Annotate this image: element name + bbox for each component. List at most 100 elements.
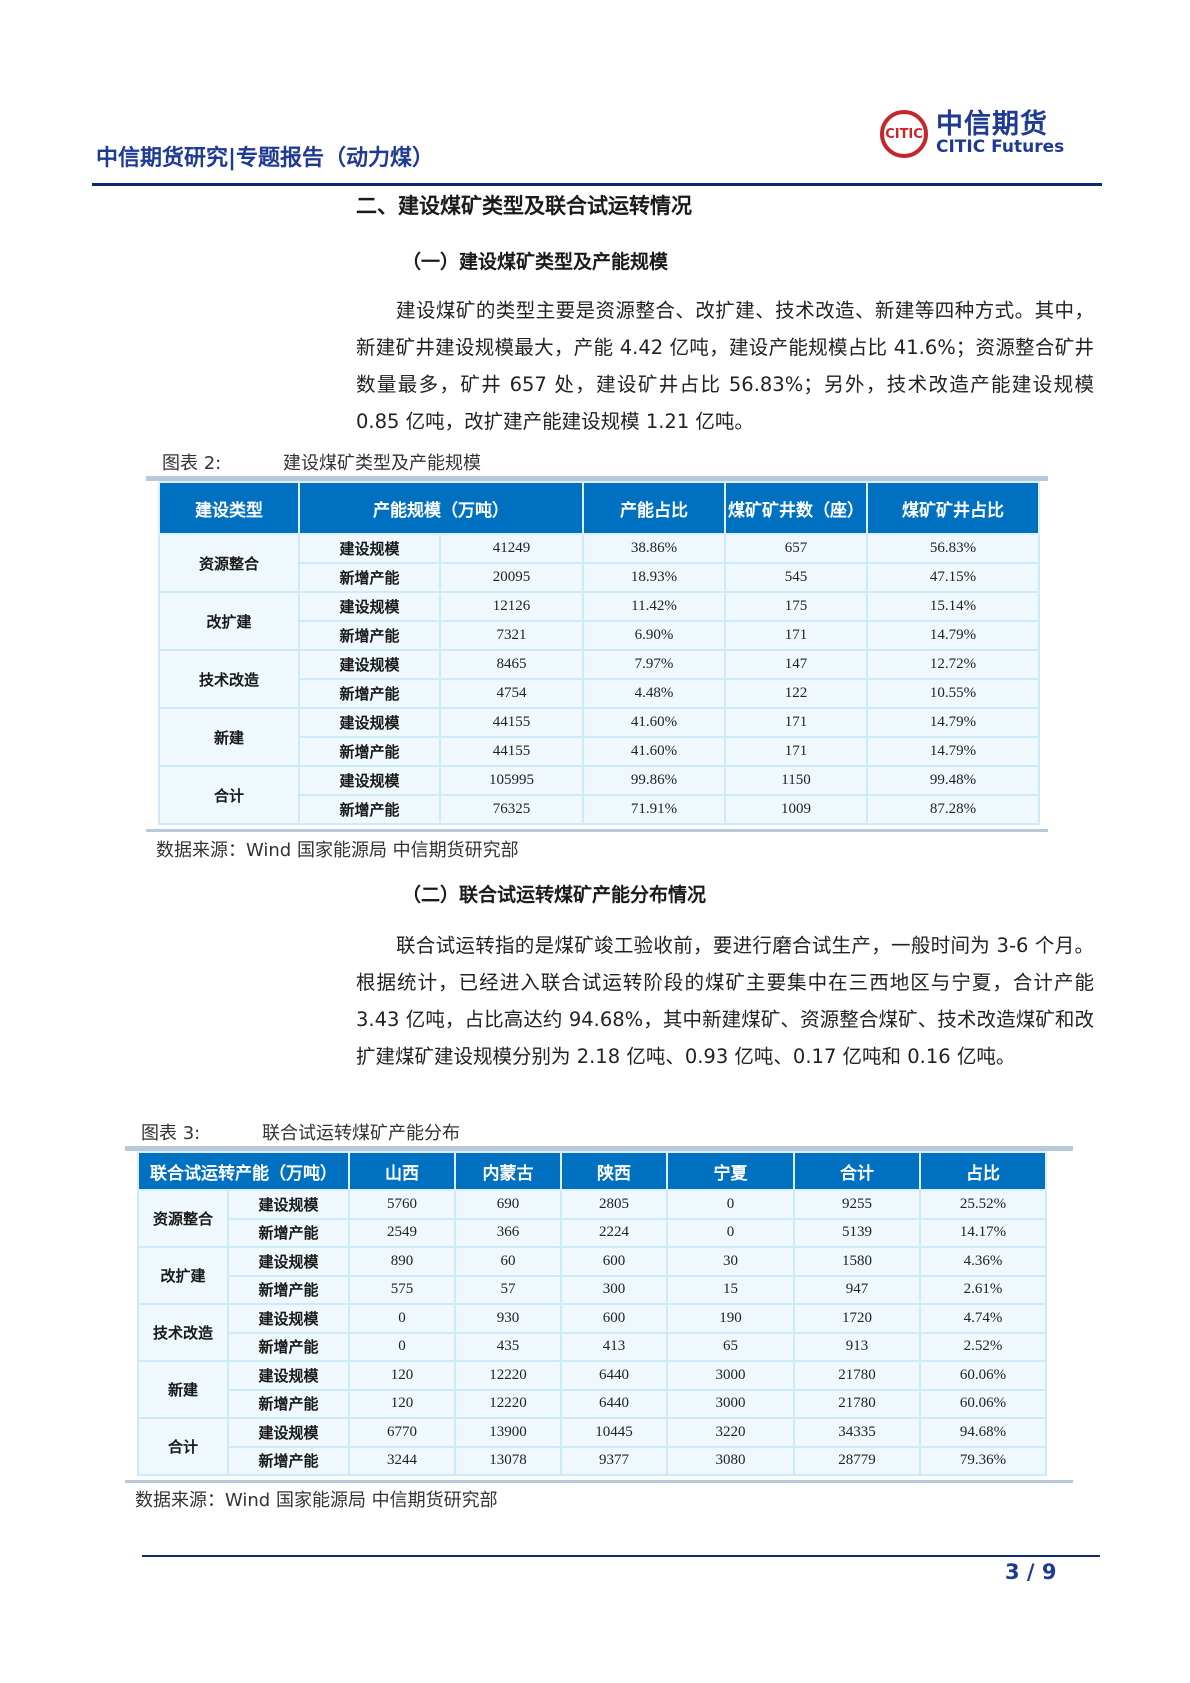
col-header: 煤矿矿井占比 (866, 481, 1040, 535)
table-cell: 120 (348, 1388, 456, 1419)
table-cell: 171 (724, 736, 868, 767)
row-label: 新增产能 (298, 678, 441, 709)
table-cell: 76325 (439, 794, 584, 825)
table-cell: 122 (724, 678, 868, 709)
table-cell: 3244 (348, 1445, 456, 1476)
subsection-1-title: （一）建设煤矿类型及产能规模 (402, 251, 669, 273)
table-cell: 4.36% (919, 1246, 1047, 1277)
table-cell: 14.17% (919, 1217, 1047, 1248)
table-cell: 6.90% (582, 620, 726, 651)
table-row: 新增产能 7321 6.90% 171 14.79% (159, 620, 1040, 651)
table-row: 新增产能 120 12220 6440 3000 21780 60.06% (138, 1388, 1047, 1419)
table-cell: 87.28% (866, 794, 1040, 825)
table-cell: 12.72% (866, 649, 1040, 680)
table-row: 合计 建设规模 6770 13900 10445 3220 34335 94.68% (137, 1417, 1047, 1476)
table-cell: 0 (348, 1303, 456, 1334)
table-row: 新增产能 2549 366 2224 0 5139 14.17% (138, 1217, 1047, 1248)
group-label: 资源整合 (158, 533, 300, 593)
table-cell: 65 (666, 1331, 795, 1362)
table-cell: 2.52% (919, 1331, 1047, 1362)
table-cell: 30 (666, 1246, 795, 1277)
row-label: 新增产能 (298, 562, 441, 593)
table-cell: 38.86% (582, 533, 726, 564)
citic-logo: CITIC 中信期货 CITIC Futures (880, 110, 1064, 158)
table-row: 合计 建设规模 105995 99.86% 1150 99.48% (158, 765, 1040, 825)
table-cell: 190 (666, 1303, 795, 1334)
table1-top-rule (146, 476, 1048, 481)
table-cell: 18.93% (582, 562, 726, 593)
group-label: 合计 (158, 765, 300, 825)
table-row: 技术改造 建设规模 0 930 600 190 1720 4.74% (137, 1303, 1047, 1362)
table-row: 新建 建设规模 44155 41.60% 171 14.79% (158, 707, 1040, 767)
table-cell: 6440 (560, 1360, 668, 1391)
table-cell: 28779 (793, 1445, 921, 1476)
table-cell: 41249 (439, 533, 584, 564)
col-header: 宁夏 (666, 1151, 795, 1191)
table-cell: 14.79% (866, 707, 1040, 738)
col-header: 煤矿矿井数（座） (724, 481, 868, 535)
footer-rule (142, 1555, 1100, 1557)
table-cell: 930 (454, 1303, 562, 1334)
table-cell: 4.74% (919, 1303, 1047, 1334)
table-cell: 3000 (666, 1360, 795, 1391)
table-cell: 6440 (560, 1388, 668, 1419)
col-header: 山西 (348, 1151, 456, 1191)
row-label: 建设规模 (298, 591, 441, 622)
table-cell: 12220 (454, 1388, 562, 1419)
table-cell: 9377 (560, 1445, 668, 1476)
table-cell: 57 (454, 1274, 562, 1305)
table-cell: 657 (724, 533, 868, 564)
group-label: 改扩建 (137, 1246, 229, 1305)
table-row: 资源整合 建设规模 41249 38.86% 657 56.83% (158, 533, 1040, 593)
row-label: 建设规模 (298, 765, 441, 796)
table-cell: 0 (348, 1331, 456, 1362)
row-label: 新增产能 (227, 1331, 350, 1362)
table1-caption-number: 图表 2: (162, 453, 222, 474)
table-row: 新增产能 0 435 413 65 913 2.52% (138, 1331, 1047, 1362)
table-cell: 575 (348, 1274, 456, 1305)
table-cell: 25.52% (919, 1189, 1047, 1220)
table-cell: 690 (454, 1189, 562, 1220)
table-row: 新增产能 3244 13078 9377 3080 28779 79.36% (138, 1445, 1047, 1476)
table-cell: 10445 (560, 1417, 668, 1448)
table-cell: 60.06% (919, 1360, 1047, 1391)
table-row: 资源整合 建设规模 5760 690 2805 0 9255 25.52% (137, 1189, 1047, 1248)
table-cell: 71.91% (582, 794, 726, 825)
table-cell: 20095 (439, 562, 584, 593)
row-label: 建设规模 (227, 1303, 350, 1334)
table-cell: 120 (348, 1360, 456, 1391)
table-cell: 7.97% (582, 649, 726, 680)
table-cell: 2549 (348, 1217, 456, 1248)
table1-source: 数据来源：Wind 国家能源局 中信期货研究部 (156, 840, 519, 861)
table-row: 改扩建 建设规模 890 60 600 30 1580 4.36% (137, 1246, 1047, 1305)
table-cell: 14.79% (866, 620, 1040, 651)
table-row: 新建 建设规模 120 12220 6440 3000 21780 60.06% (137, 1360, 1047, 1419)
table-cell: 99.48% (866, 765, 1040, 796)
paragraph-2: 联合试运转指的是煤矿竣工验收前，要进行磨合试生产，一般时间为 3-6 个月。根据… (356, 934, 1094, 1068)
table-cell: 147 (724, 649, 868, 680)
row-label: 新增产能 (298, 736, 441, 767)
row-label: 建设规模 (298, 649, 441, 680)
table-cell: 3000 (666, 1388, 795, 1419)
table-cell: 10.55% (866, 678, 1040, 709)
row-label: 新增产能 (298, 620, 441, 651)
table-cell: 600 (560, 1303, 668, 1334)
col-header: 产能占比 (582, 481, 726, 535)
table-cell: 56.83% (866, 533, 1040, 564)
table-cell: 5760 (348, 1189, 456, 1220)
table-cell: 413 (560, 1331, 668, 1362)
row-label: 建设规模 (227, 1189, 350, 1220)
group-label: 新建 (137, 1360, 229, 1419)
table-cell: 8465 (439, 649, 584, 680)
table-cell: 21780 (793, 1360, 921, 1391)
table-cell: 545 (724, 562, 868, 593)
table2-bottom-rule (125, 1480, 1073, 1483)
logo-cn: 中信期货 (936, 108, 1048, 140)
table-cell: 41.60% (582, 736, 726, 767)
row-label: 建设规模 (227, 1246, 350, 1277)
col-header: 内蒙古 (454, 1151, 562, 1191)
col-header: 产能规模（万吨） (298, 481, 584, 535)
table-cell: 15 (666, 1274, 795, 1305)
table-cell: 12220 (454, 1360, 562, 1391)
table-cell: 79.36% (919, 1445, 1047, 1476)
